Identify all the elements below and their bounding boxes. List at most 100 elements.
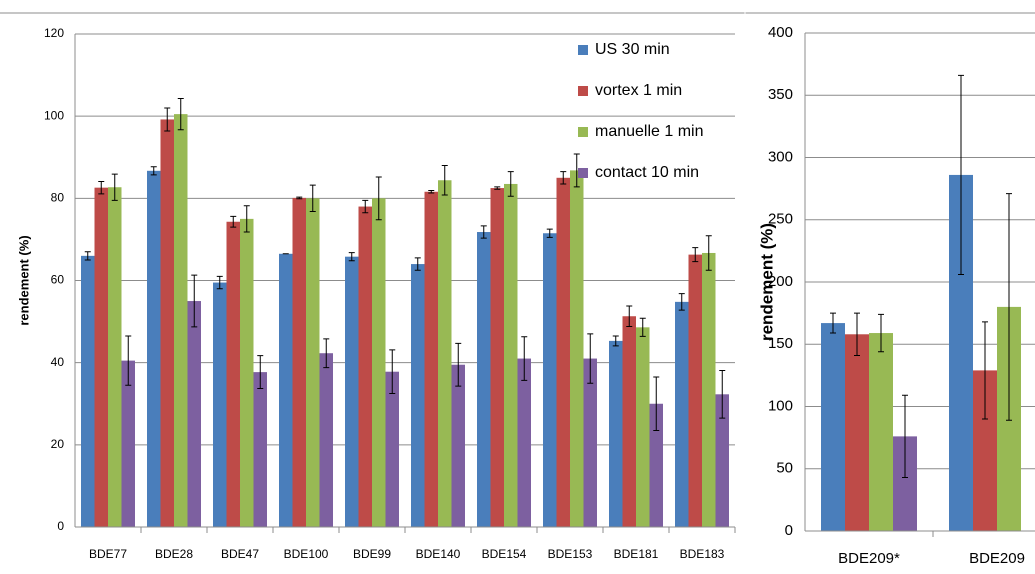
bar	[345, 256, 359, 527]
error-bar	[441, 164, 448, 196]
error-bar	[389, 349, 396, 394]
y-tick-label: 0	[785, 522, 793, 539]
error-bar	[521, 336, 528, 381]
legend-swatch	[578, 168, 588, 178]
y-axis-label: rendement (%)	[16, 235, 31, 325]
error-bar	[705, 235, 712, 271]
legend-label: manuelle 1 min	[595, 123, 704, 140]
x-tick-label: BDE209	[969, 550, 1025, 567]
bar	[226, 221, 240, 527]
bar	[372, 198, 386, 528]
bar	[636, 327, 650, 527]
error-bar	[309, 184, 316, 212]
error-bar	[902, 394, 908, 478]
legend-label: US 30 min	[595, 41, 670, 58]
error-bar	[164, 107, 171, 132]
error-bar	[692, 247, 699, 263]
y-tick-label: 350	[768, 86, 793, 103]
bar	[240, 218, 254, 527]
error-bar	[243, 205, 250, 233]
bar	[675, 301, 689, 527]
x-tick-label: BDE181	[614, 547, 659, 561]
error-bar	[982, 321, 988, 420]
error-bar	[375, 176, 382, 221]
error-bar	[216, 275, 223, 290]
bar	[609, 340, 623, 527]
x-tick-label: BDE183	[680, 547, 725, 561]
bar	[649, 403, 663, 527]
x-tick-label: BDE28	[155, 547, 193, 561]
error-bar	[480, 225, 487, 239]
error-bar	[125, 335, 132, 386]
y-tick-label: 100	[44, 108, 64, 122]
y-tick-label: 0	[57, 519, 64, 533]
x-tick-label: BDE209*	[838, 550, 900, 567]
bar	[477, 232, 491, 527]
error-bar	[191, 274, 198, 328]
error-bar	[653, 376, 660, 431]
error-bar	[560, 171, 567, 185]
bar	[279, 253, 293, 527]
y-tick-label: 20	[51, 437, 65, 451]
y-tick-label: 120	[44, 26, 64, 40]
error-bar	[323, 338, 330, 369]
y-tick-label: 400	[768, 24, 793, 41]
bar	[490, 188, 504, 527]
error-bar	[719, 369, 726, 419]
error-bar	[639, 317, 646, 337]
x-tick-label: BDE153	[548, 547, 593, 561]
y-axis-label: rendement (%)	[757, 223, 776, 341]
error-bar	[507, 171, 514, 197]
x-tick-label: BDE99	[353, 547, 391, 561]
error-bar	[1006, 193, 1012, 421]
error-bar	[494, 186, 501, 190]
error-bar	[455, 342, 462, 387]
bar	[821, 323, 845, 531]
x-tick-label: BDE77	[89, 547, 127, 561]
bar	[715, 394, 729, 527]
y-tick-label: 80	[51, 191, 65, 205]
x-tick-label: BDE100	[284, 547, 329, 561]
y-tick-label: 60	[51, 273, 65, 287]
error-bar	[626, 305, 633, 328]
bar	[583, 358, 597, 527]
y-tick-label: 100	[768, 397, 793, 414]
legend-label: contact 10 min	[595, 164, 699, 181]
bar	[174, 114, 188, 528]
bar	[517, 358, 531, 527]
bar	[385, 371, 399, 527]
x-tick-label: BDE47	[221, 547, 259, 561]
error-bar	[296, 196, 303, 200]
error-bar	[84, 251, 91, 261]
bar	[94, 187, 108, 527]
x-tick-label: BDE154	[482, 547, 527, 561]
error-bar	[546, 228, 553, 238]
y-tick-label: 50	[776, 460, 793, 477]
bar	[213, 282, 227, 527]
error-bar	[111, 173, 118, 201]
bar	[556, 177, 570, 527]
error-bar	[678, 293, 685, 311]
error-bar	[230, 215, 237, 228]
y-tick-label: 250	[768, 211, 793, 228]
legend-swatch	[578, 86, 588, 96]
bar	[688, 254, 702, 527]
bar	[504, 183, 518, 527]
bar	[570, 170, 584, 527]
bar	[438, 180, 452, 528]
error-bar	[150, 166, 157, 176]
bar	[424, 191, 438, 527]
y-tick-label: 200	[768, 273, 793, 290]
error-bar	[414, 257, 421, 271]
bar	[845, 334, 869, 531]
error-bar	[362, 199, 369, 214]
error-bar	[257, 355, 264, 390]
legend-swatch	[578, 45, 588, 55]
bar	[160, 119, 174, 527]
bar	[253, 372, 267, 527]
bar	[358, 206, 372, 528]
bar	[121, 360, 135, 527]
bar	[187, 301, 201, 527]
y-tick-label: 300	[768, 148, 793, 165]
